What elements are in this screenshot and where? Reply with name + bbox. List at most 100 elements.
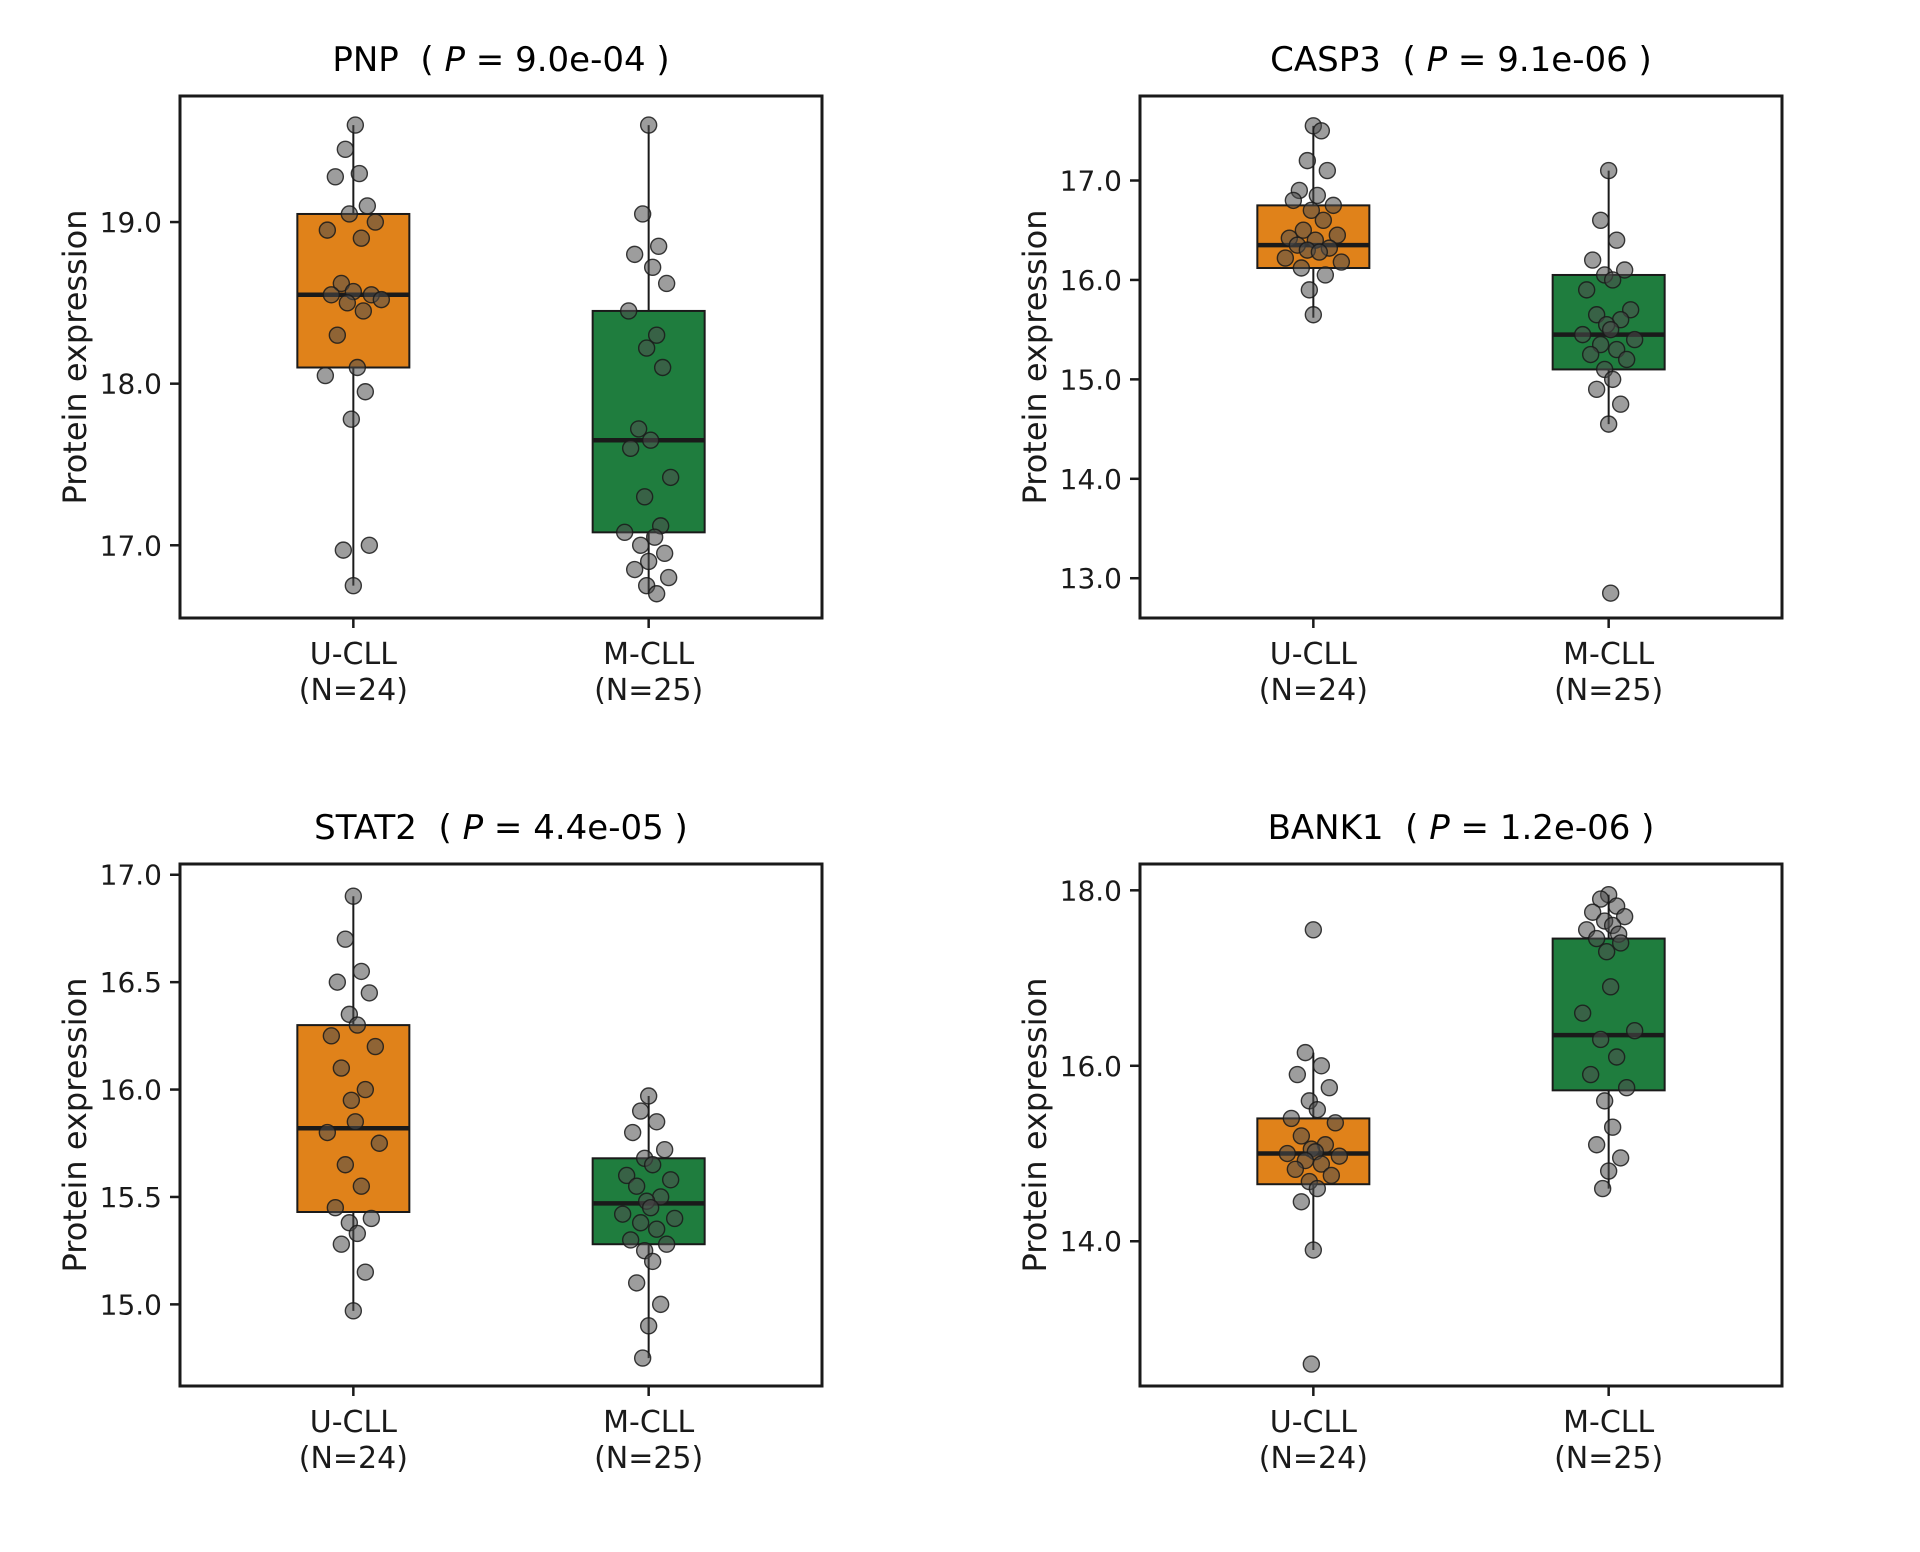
data-point (1328, 226, 1347, 244)
data-point (651, 1295, 670, 1314)
data-point (1581, 1065, 1600, 1084)
data-point (328, 326, 347, 344)
data-point (366, 213, 385, 231)
data-point (1617, 1079, 1636, 1097)
data-point (1308, 186, 1327, 205)
data-point (617, 1166, 636, 1185)
x-category-label: U-CLL (310, 1405, 397, 1440)
y-tick-label: 18.0 (100, 368, 162, 401)
data-point (344, 887, 363, 905)
data-point (1625, 330, 1644, 349)
jitter-points (1573, 161, 1644, 602)
data-point (348, 1224, 367, 1243)
data-point (649, 237, 668, 255)
title-eq: = (483, 808, 534, 848)
data-point (1587, 1136, 1606, 1154)
data-point (657, 274, 676, 293)
data-point (1300, 281, 1319, 299)
data-point (336, 140, 355, 159)
data-point (1292, 1127, 1311, 1145)
data-point (370, 1134, 389, 1152)
gene-name: STAT2 (314, 808, 417, 848)
y-tick-label: 17.0 (100, 529, 162, 562)
data-point (1607, 231, 1626, 249)
data-point (1583, 903, 1602, 921)
data-point (1282, 1109, 1301, 1128)
data-point (1332, 253, 1351, 271)
jitter-points (316, 116, 391, 595)
data-point (344, 1302, 363, 1320)
data-point (1278, 1144, 1297, 1163)
data-point (328, 973, 347, 991)
data-point (639, 116, 658, 134)
x-category-n: (N=25) (594, 1441, 703, 1476)
data-point (1304, 306, 1323, 324)
data-point (346, 116, 365, 134)
jitter-points (1278, 921, 1349, 1373)
title-eq: = (1447, 40, 1498, 80)
data-point (344, 576, 363, 595)
data-point (1330, 1147, 1349, 1165)
data-point (352, 1177, 371, 1195)
data-point (623, 1123, 642, 1142)
title-close: ) (1630, 808, 1655, 848)
data-point (629, 420, 648, 438)
data-point (643, 258, 662, 277)
panel-pnp: PNP ( P = 9.0e-04 ) Protein expression 17… (40, 16, 1000, 784)
data-point (1603, 370, 1622, 389)
p-value: 4.4e-05 (533, 808, 664, 848)
panel-border (178, 862, 824, 1388)
jitter-points (1573, 886, 1644, 1198)
data-point (1312, 122, 1331, 140)
data-point (372, 290, 391, 309)
y-tick-label: 19.0 (100, 206, 162, 239)
y-axis-label: Protein expression (56, 210, 94, 505)
x-category-label: M-CLL (603, 1405, 694, 1440)
panel-casp3: CASP3 ( P = 9.1e-06 ) Protein expression… (1000, 16, 1920, 784)
data-point (348, 1016, 367, 1034)
data-point (661, 1171, 680, 1189)
data-point (1308, 1179, 1327, 1198)
data-point (1595, 1092, 1614, 1110)
panel-bank1: BANK1 ( P = 1.2e-06 ) Protein expression… (1000, 784, 1920, 1552)
x-category-n: (N=24) (299, 1441, 408, 1476)
data-point (1601, 320, 1620, 339)
data-point (346, 1113, 365, 1131)
data-point (1318, 161, 1337, 180)
data-point (332, 274, 351, 293)
panel-border (1138, 862, 1784, 1388)
y-axis-label: Protein expression (56, 978, 94, 1273)
data-point (356, 383, 375, 401)
y-tick-label: 15.5 (100, 1181, 162, 1214)
data-point (1308, 1100, 1327, 1119)
jitter-points (1276, 117, 1351, 324)
data-point (356, 1080, 375, 1099)
data-point (1298, 151, 1317, 170)
data-point (318, 221, 337, 239)
title-open: ( (398, 40, 445, 80)
data-point (627, 1274, 646, 1292)
data-point (1302, 1355, 1321, 1373)
data-point (665, 1209, 684, 1228)
data-point (340, 205, 359, 223)
data-point (334, 541, 353, 559)
data-point (621, 439, 640, 458)
data-point (1599, 415, 1618, 433)
data-point (1292, 1193, 1311, 1211)
x-category-label: M-CLL (1563, 637, 1654, 672)
data-point (1288, 1065, 1307, 1084)
x-category-n: (N=24) (299, 673, 408, 708)
data-point (615, 523, 634, 542)
data-point (354, 302, 373, 320)
casp3-boxplot: Protein expression 13.0 14.0 15.0 16.0 17.0 U-… (1016, 94, 1784, 708)
data-point (1320, 1079, 1339, 1097)
box-m-cll (1551, 937, 1666, 1092)
panel-title-bank1: BANK1 ( P = 1.2e-06 ) (1140, 808, 1782, 848)
data-point (659, 568, 678, 587)
data-point (362, 1209, 381, 1228)
data-point (641, 1199, 660, 1217)
x-category-n: (N=24) (1259, 673, 1368, 708)
data-point (1583, 251, 1602, 269)
